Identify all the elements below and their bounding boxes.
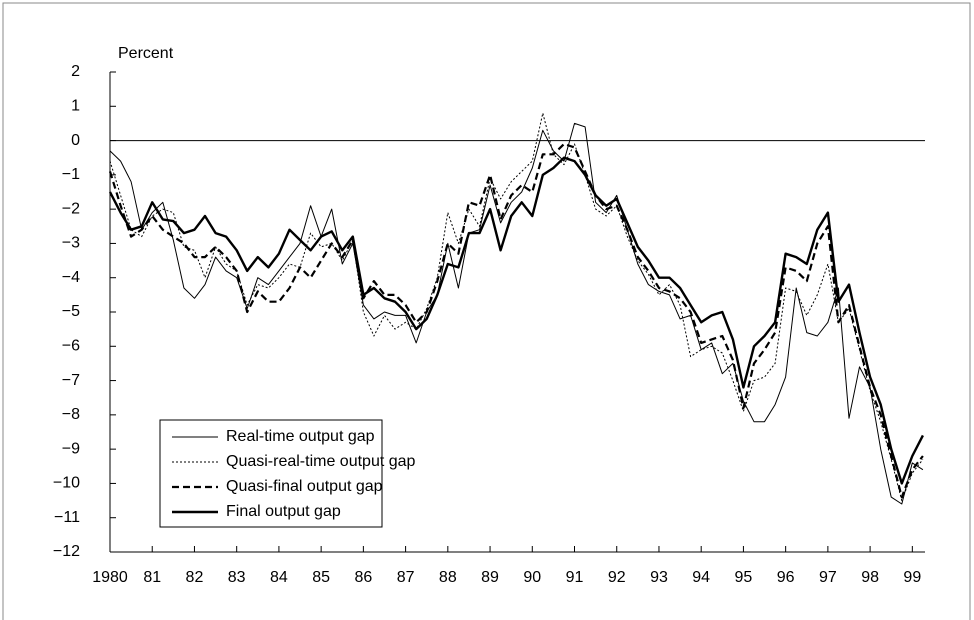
x-tick-label: 92 <box>608 569 626 586</box>
y-tick-label: −5 <box>62 303 80 320</box>
y-tick-label: −7 <box>62 372 80 389</box>
x-tick-label: 81 <box>143 569 161 586</box>
y-tick-label: −9 <box>62 440 80 457</box>
x-tick-label: 84 <box>270 569 288 586</box>
x-tick-label: 99 <box>903 569 921 586</box>
y-tick-label: −8 <box>62 406 80 423</box>
x-tick-label: 85 <box>312 569 330 586</box>
y-tick-label: 1 <box>71 98 80 115</box>
y-tick-label: −3 <box>62 235 80 252</box>
y-tick-label: −4 <box>62 269 80 286</box>
series-line <box>108 142 924 499</box>
x-tick-label: 89 <box>481 569 499 586</box>
series-line <box>108 156 924 485</box>
y-tick-label: −12 <box>53 543 80 560</box>
x-tick-label: 94 <box>692 569 710 586</box>
y-tick-label: 0 <box>71 132 80 149</box>
legend-label: Quasi-final output gap <box>226 478 383 495</box>
x-tick-label: 91 <box>566 569 584 586</box>
x-tick-label: 97 <box>819 569 837 586</box>
y-tick-label: −1 <box>62 166 80 183</box>
y-tick-label: 2 <box>71 63 80 80</box>
legend-label: Real-time output gap <box>226 428 375 445</box>
x-tick-label: 93 <box>650 569 668 586</box>
x-tick-label: 1980 <box>92 569 128 586</box>
legend-label: Final output gap <box>226 503 341 520</box>
y-axis-label: Percent <box>118 45 174 62</box>
y-tick-label: −2 <box>62 200 80 217</box>
series-line <box>109 112 924 502</box>
legend-box <box>159 419 383 528</box>
y-tick-label: −11 <box>54 509 80 526</box>
y-tick-label: −6 <box>62 338 80 355</box>
x-tick-label: 86 <box>354 569 372 586</box>
x-tick-label: 90 <box>523 569 541 586</box>
x-tick-label: 96 <box>777 569 795 586</box>
x-tick-label: 95 <box>735 569 753 586</box>
legend-label: Quasi-real-time output gap <box>226 453 416 470</box>
x-tick-label: 83 <box>228 569 246 586</box>
series-line <box>109 122 924 505</box>
x-tick-label: 82 <box>186 569 204 586</box>
x-tick-label: 87 <box>397 569 415 586</box>
x-tick-label: 98 <box>861 569 879 586</box>
y-tick-label: −10 <box>53 475 80 492</box>
x-tick-label: 88 <box>439 569 457 586</box>
